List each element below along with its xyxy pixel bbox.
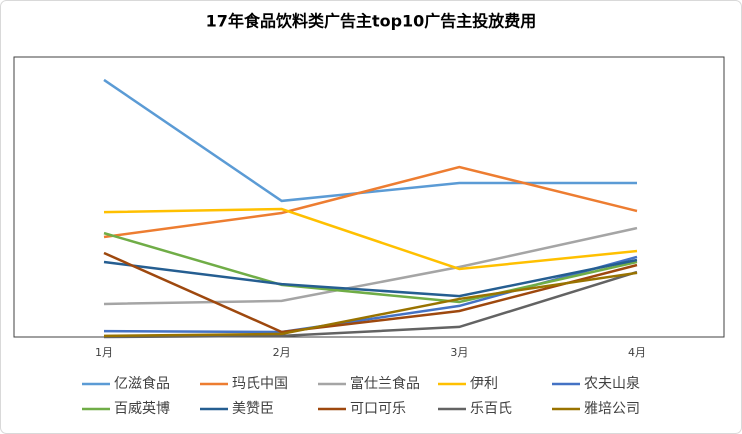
plot-area — [13, 56, 725, 338]
legend-label: 美赞臣 — [232, 401, 274, 417]
chart-title: 17年食品饮料类广告主top10广告主投放费用 — [206, 12, 537, 31]
series-line — [103, 226, 638, 306]
legend-label: 百威英博 — [114, 400, 170, 417]
x-tick-label: 4月 — [628, 346, 646, 359]
legend-label: 农夫山泉 — [584, 375, 640, 392]
legend-label: 伊利 — [470, 376, 498, 392]
legend-label: 雅培公司 — [584, 401, 640, 417]
series-line — [103, 165, 638, 239]
x-tick-label: 1月 — [95, 346, 113, 359]
series-line — [103, 78, 637, 203]
x-tick-label: 2月 — [273, 346, 291, 359]
legend-label: 富仕兰食品 — [350, 375, 420, 392]
series-line — [103, 231, 638, 304]
series-line — [103, 251, 638, 334]
legend-label: 玛氏中国 — [232, 376, 288, 392]
legend-label: 可口可乐 — [350, 401, 406, 417]
series-line — [103, 207, 638, 271]
series-line — [103, 258, 638, 298]
legend-label: 亿滋食品 — [114, 375, 170, 392]
legend-label: 乐百氏 — [470, 401, 512, 417]
x-tick-label: 3月 — [450, 346, 468, 359]
series-line — [103, 271, 638, 338]
series-line — [103, 270, 638, 339]
